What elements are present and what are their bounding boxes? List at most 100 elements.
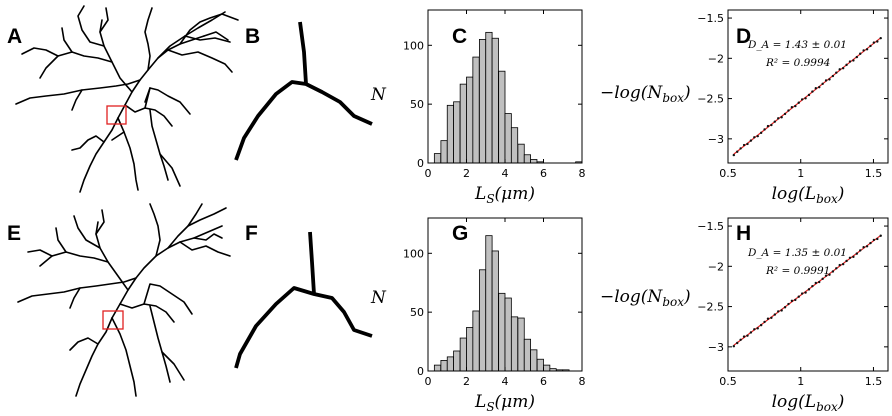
point-h: [835, 267, 838, 270]
ytick-label-d: −3: [708, 133, 724, 146]
ytick-label-h: −2.5: [697, 301, 724, 314]
bar-g: [440, 360, 448, 372]
ytick-label-c: 50: [410, 98, 424, 111]
xtick-label-d: 1.5: [865, 167, 883, 180]
bar-c: [459, 83, 467, 164]
ylabel-c: N: [370, 85, 387, 105]
panel-letter-e: E: [7, 222, 21, 245]
bar-c: [504, 113, 512, 164]
xtick-label-g: 2: [463, 375, 470, 388]
point-h: [780, 309, 783, 312]
point-d: [783, 112, 787, 116]
point-d: [763, 128, 766, 131]
point-h: [770, 316, 773, 319]
point-h: [848, 256, 852, 259]
point-d: [770, 123, 773, 127]
ytick-label-g: 100: [403, 247, 424, 260]
point-h: [824, 274, 828, 277]
bar-g: [472, 310, 480, 372]
point-h: [818, 280, 821, 284]
xtick-label-d: 0.5: [719, 167, 737, 180]
ylabel-d: −log(Nbox): [600, 83, 691, 105]
ylabel-h: −log(Nbox): [600, 287, 691, 309]
point-h: [739, 338, 742, 342]
point-h: [777, 310, 780, 313]
ytick-label-h: −1.5: [697, 220, 724, 233]
point-d: [824, 79, 828, 82]
bar-c: [530, 159, 538, 164]
ytick-label-g: 50: [410, 306, 424, 319]
point-d: [797, 101, 800, 104]
xtick-label-c: 2: [463, 167, 470, 180]
point-h: [821, 277, 824, 281]
point-d: [756, 134, 759, 138]
point-d: [845, 63, 848, 67]
point-h: [872, 238, 876, 242]
annotation-r2-h: R² = 0.9991: [765, 265, 830, 277]
bar-g: [466, 327, 474, 372]
point-h: [749, 331, 753, 334]
bar-c: [440, 140, 448, 164]
bar-c: [491, 37, 499, 164]
bar-c: [523, 154, 532, 164]
ytick-label-d: −2: [708, 52, 724, 65]
point-d: [872, 41, 876, 44]
point-h: [859, 249, 862, 252]
bar-g: [498, 292, 506, 372]
bar-g: [459, 337, 467, 372]
point-d: [800, 98, 804, 101]
xtick-label-c: 4: [502, 167, 509, 180]
point-h: [790, 299, 794, 303]
ytick-label-c: 0: [417, 157, 424, 170]
annotation-da-h: D_A = 1.35 ± 0.01: [747, 247, 847, 259]
point-d: [879, 36, 882, 40]
point-h: [794, 298, 797, 302]
point-h: [865, 245, 869, 248]
bar-c: [466, 76, 474, 164]
point-h: [732, 344, 736, 348]
loglog-h: D_A = 1.35 ± 0.01 R² = 0.9991 0.5 1 1.5 −3 −2.…: [697, 217, 889, 414]
point-d: [742, 143, 746, 147]
point-h: [876, 237, 879, 241]
point-h: [811, 284, 814, 288]
ytick-label-d: −1.5: [697, 12, 724, 25]
bar-g: [517, 317, 525, 372]
point-h: [742, 335, 746, 338]
bar-g: [504, 297, 512, 372]
zoom-box-e: [102, 310, 124, 330]
ytick-label-d: −2.5: [697, 93, 724, 106]
bar-g: [510, 316, 519, 372]
point-d: [814, 87, 818, 90]
bar-g: [478, 269, 487, 372]
point-d: [835, 71, 838, 74]
point-d: [831, 74, 835, 78]
point-d: [753, 136, 756, 139]
point-h: [879, 234, 882, 237]
point-d: [732, 153, 736, 157]
xlabel-g: LS(μm): [474, 392, 535, 414]
xtick-label-h: 0.5: [719, 375, 737, 388]
point-h: [838, 263, 841, 267]
bar-c: [433, 153, 442, 164]
point-d: [773, 120, 777, 123]
ytick-label-h: −3: [708, 341, 724, 354]
xtick-label-c: 0: [425, 167, 432, 180]
bar-g: [453, 350, 461, 372]
point-d: [821, 82, 824, 86]
point-d: [794, 104, 797, 108]
bar-g: [485, 235, 493, 372]
bar-c: [472, 56, 480, 164]
point-h: [736, 341, 739, 345]
point-d: [828, 78, 831, 81]
point-d: [777, 117, 780, 120]
zoom-segment-b: [234, 21, 373, 161]
bar-g: [536, 358, 544, 372]
panel-letter-d: D: [736, 25, 751, 48]
panel-letter-g: G: [452, 222, 468, 245]
point-h: [862, 246, 865, 249]
point-h: [804, 291, 807, 294]
point-h: [756, 327, 759, 330]
point-h: [746, 334, 749, 337]
ylabel-g: N: [370, 288, 387, 308]
